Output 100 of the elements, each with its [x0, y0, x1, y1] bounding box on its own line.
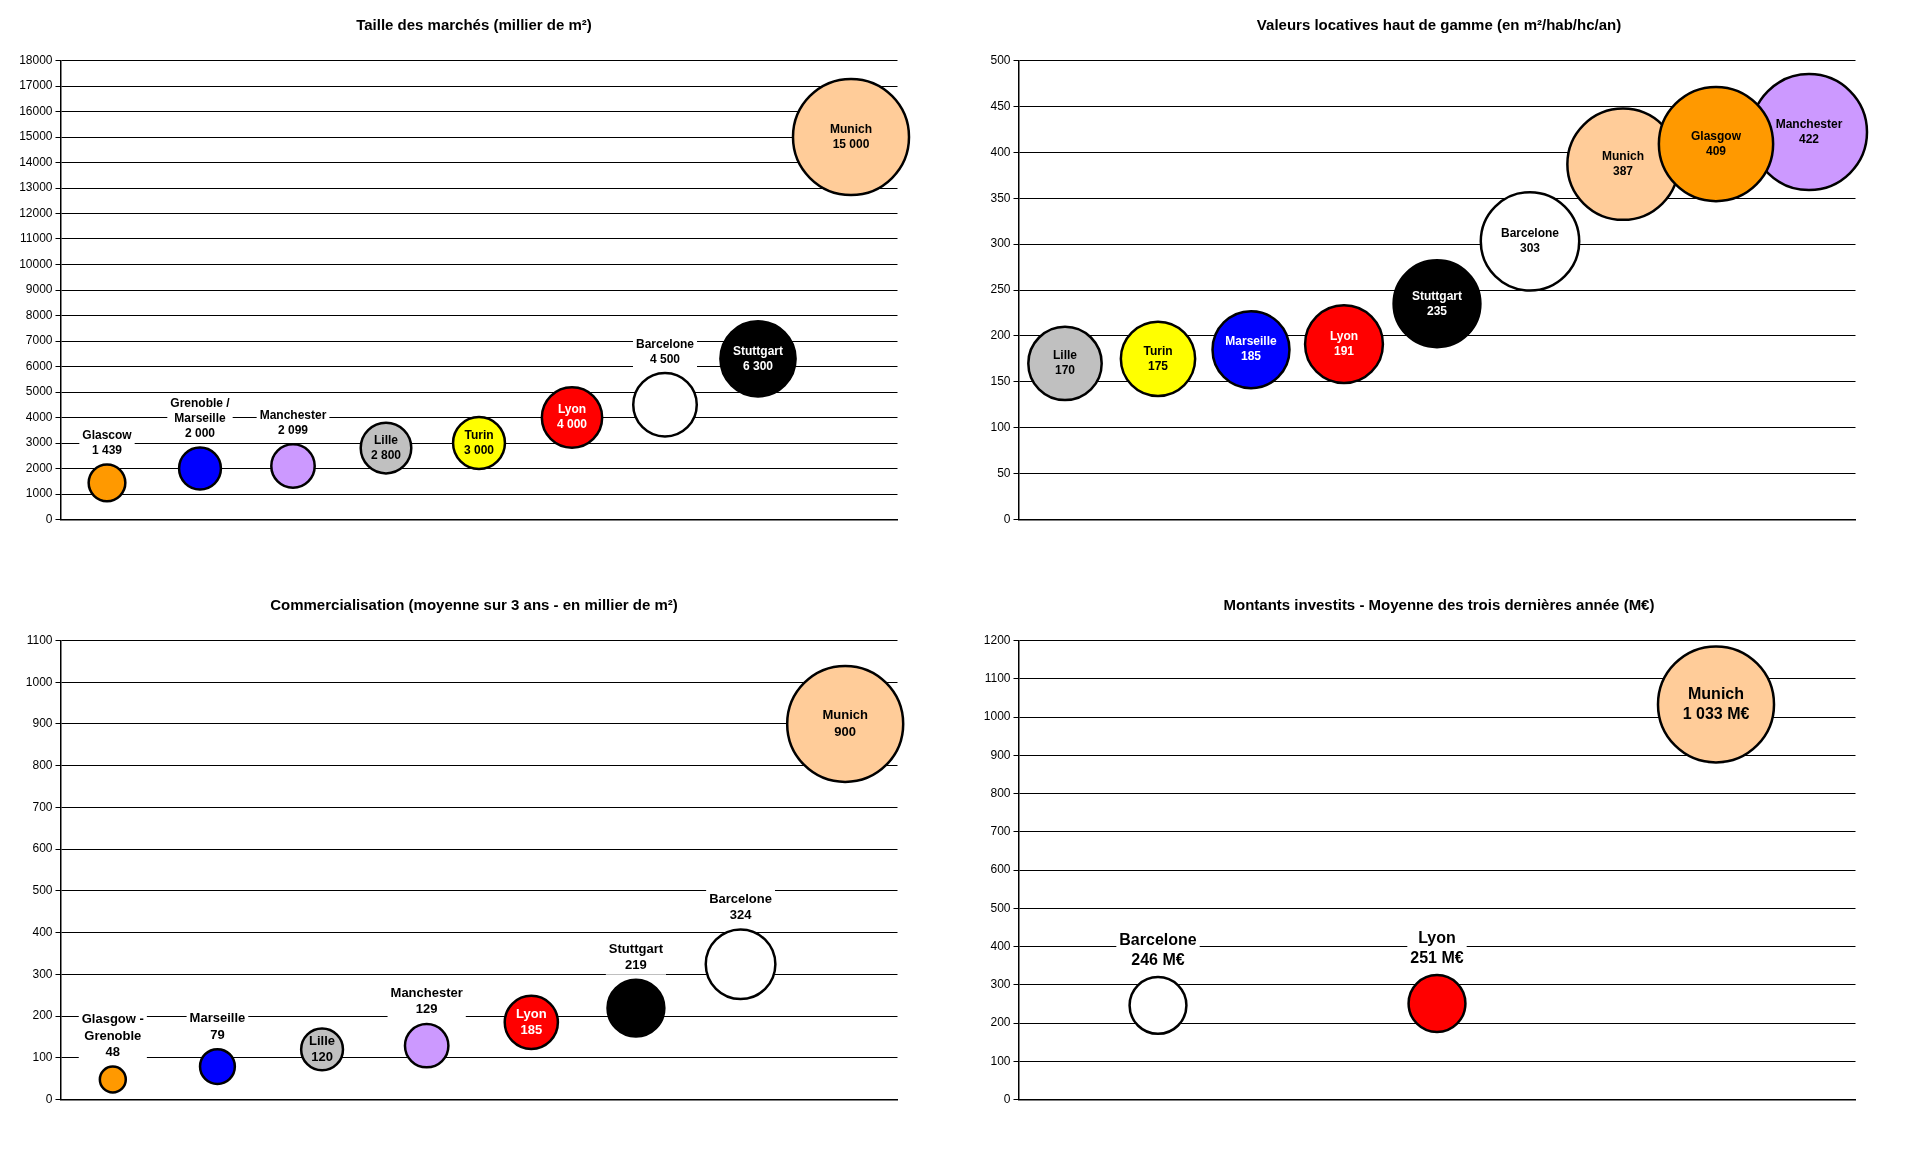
y-tick-label: 1100 [26, 632, 53, 647]
text: Manchester [259, 408, 327, 423]
data-label: 191 [1333, 343, 1355, 358]
series-label: Munich [830, 121, 872, 136]
series-label: Barcelone [1500, 226, 1560, 241]
y-tick-label: 450 [990, 98, 1011, 113]
text: Stuttgart [608, 940, 664, 956]
y-tick-label: 13000 [19, 180, 53, 195]
y-tick-label: 16000 [19, 103, 53, 118]
y-tick-label: 11000 [20, 231, 53, 246]
series-label: Stuttgart [733, 343, 783, 358]
data-label: 48 [105, 1043, 121, 1059]
series-label: Turin [1143, 343, 1173, 358]
series-label: Lyon [1329, 328, 1359, 343]
y-tick-label: 500 [990, 900, 1011, 915]
data-label: 3 000 [463, 442, 495, 457]
y-tick-label: 6000 [25, 358, 53, 373]
data-label: 246 M€ [1131, 951, 1185, 969]
data-label: 2 000 [184, 426, 216, 441]
y-tick-label: 500 [990, 52, 1011, 67]
y-tick-label: 600 [32, 841, 53, 856]
data-label: 251 M€ [1410, 949, 1464, 967]
data-label: 900 [834, 723, 857, 739]
y-tick-label: 900 [990, 747, 1011, 762]
y-tick-label: 100 [990, 1053, 1011, 1068]
y-tick-label: 150 [990, 374, 1011, 389]
y-tick-label: 400 [990, 144, 1011, 159]
text: Glasgow - Grenoble [81, 1011, 144, 1043]
data-label: 1 439 [91, 443, 123, 458]
text: Glascow [82, 428, 133, 443]
y-tick-label: 12000 [19, 205, 53, 220]
text: Barcelone [709, 890, 772, 906]
y-tick-label: 4000 [25, 409, 53, 424]
y-tick-label: 900 [32, 716, 53, 731]
series-label: Munich [822, 707, 868, 723]
series-label: Munich [1602, 149, 1644, 164]
y-tick-label: 100 [32, 1050, 53, 1065]
text: Barcelone [1119, 931, 1197, 949]
data-label: 235 [1426, 303, 1448, 318]
data-label: 2 800 [370, 447, 402, 462]
y-tick-label: 300 [990, 977, 1011, 992]
data-label: 387 [1612, 164, 1634, 179]
y-tick-label: 10000 [19, 256, 53, 271]
data-label: 4 500 [649, 351, 681, 366]
y-tick-label: 600 [990, 862, 1011, 877]
data-label: 15 000 [832, 136, 870, 151]
y-tick-label: 200 [32, 1008, 53, 1023]
y-tick-label: 400 [990, 938, 1011, 953]
y-tick-label: 300 [990, 236, 1011, 251]
data-label: 185 [520, 1022, 543, 1038]
y-tick-label: 700 [32, 799, 53, 814]
series-label: Lille [1052, 348, 1078, 363]
data-label: 185 [1240, 349, 1262, 364]
y-tick-label: 700 [990, 824, 1011, 839]
series-label: Lille [309, 1032, 336, 1048]
series-label: Manchester [1775, 116, 1843, 131]
data-label: 4 000 [556, 417, 588, 432]
data-label: 79 [210, 1026, 225, 1042]
data-label: 2 099 [277, 423, 309, 438]
y-tick-label: 1200 [983, 632, 1011, 647]
series-label: Marseille [1225, 334, 1277, 349]
text: Barcelone [635, 336, 695, 351]
text: Grenoble / Marseille [170, 396, 231, 426]
chart-title: Taille des marchés (millier de m²) [356, 15, 592, 33]
y-tick-label: 800 [32, 757, 53, 772]
y-tick-label: 1000 [983, 709, 1011, 724]
series-label: Glasgow [1690, 128, 1742, 143]
y-tick-label: 350 [990, 190, 1011, 205]
series-label: Stuttgart [1412, 288, 1462, 303]
y-tick-label: 400 [32, 924, 53, 939]
y-tick-label: 1000 [25, 674, 53, 689]
data-label: 219 [625, 957, 647, 973]
y-tick-label: 5000 [25, 384, 53, 399]
y-tick-label: 200 [990, 328, 1011, 343]
series-label: Lille [373, 432, 399, 447]
y-tick-label: 300 [32, 966, 53, 981]
series-label: Munich [1688, 684, 1744, 702]
text: Manchester [390, 985, 463, 1001]
chart-title: Commercialisation (moyenne sur 3 ans - en millier de m²) [270, 595, 678, 613]
data-label: 324 [729, 906, 753, 922]
data-label: 303 [1519, 241, 1541, 256]
data-label: 409 [1705, 143, 1727, 158]
y-tick-label: 50 [997, 465, 1011, 480]
y-tick-label: 0 [1003, 511, 1011, 526]
y-tick-label: 14000 [19, 154, 53, 169]
y-tick-label: 100 [990, 420, 1011, 435]
data-label: 6 300 [742, 358, 774, 373]
y-tick-label: 7000 [25, 333, 53, 348]
y-tick-label: 1100 [984, 671, 1011, 686]
series-label: Lyon [516, 1005, 547, 1021]
chart-title: Montants investits - Moyenne des trois dernières année (M€) [1223, 595, 1655, 613]
text: Marseille [189, 1010, 246, 1026]
y-tick-label: 200 [990, 1015, 1011, 1030]
data-label: 175 [1147, 358, 1169, 373]
y-tick-label: 18000 [19, 52, 53, 67]
data-label: 1 033 M€ [1682, 704, 1750, 722]
data-label: 422 [1798, 131, 1820, 146]
y-tick-label: 0 [45, 511, 53, 526]
y-tick-label: 15000 [19, 129, 53, 144]
y-tick-label: 0 [45, 1091, 53, 1106]
